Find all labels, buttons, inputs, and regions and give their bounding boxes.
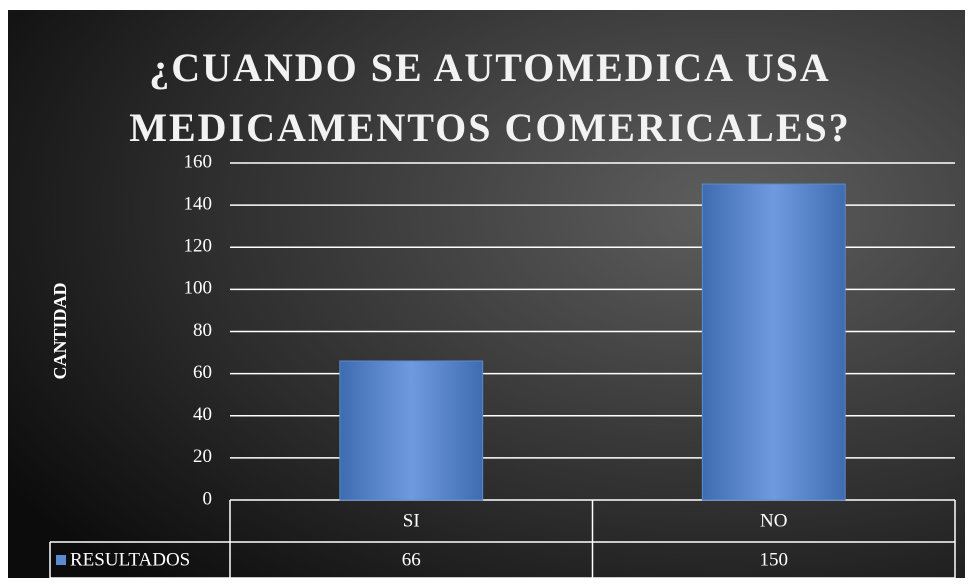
chart-title: MEDICAMENTOS COMERICALES? — [129, 105, 851, 150]
y-tick-label: 120 — [184, 236, 213, 257]
y-tick-label: 160 — [184, 151, 213, 172]
bar — [339, 360, 484, 501]
x-tick-label: SI — [403, 510, 420, 531]
y-axis-label: CANTIDAD — [50, 282, 70, 379]
y-tick-label: 140 — [184, 193, 213, 214]
y-tick-label: 60 — [193, 362, 212, 383]
y-tick-label: 80 — [193, 320, 212, 341]
y-tick-label: 0 — [203, 488, 213, 509]
legend-swatch — [56, 555, 66, 565]
y-tick-label: 100 — [184, 278, 213, 299]
table-value: 150 — [760, 549, 789, 570]
x-tick-label: NO — [760, 510, 787, 531]
bar — [701, 183, 846, 501]
chart-title: ¿CUANDO SE AUTOMEDICA USA — [149, 45, 831, 90]
y-tick-label: 20 — [193, 446, 212, 467]
table-value: 66 — [402, 549, 421, 570]
legend-label: RESULTADOS — [70, 549, 190, 570]
y-tick-label: 40 — [193, 404, 212, 425]
